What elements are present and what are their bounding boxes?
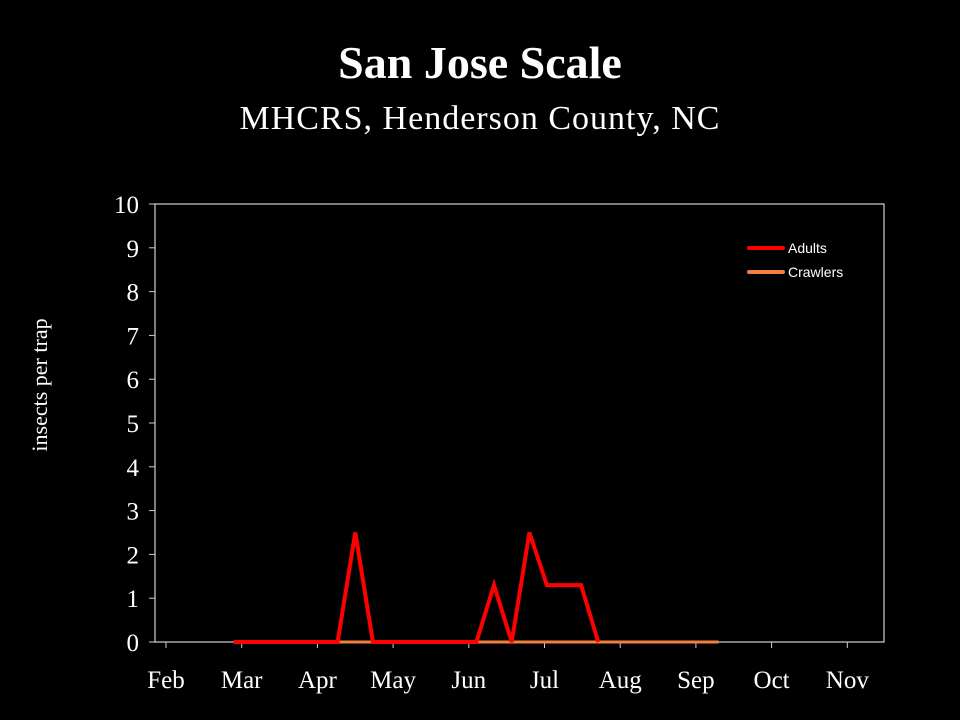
y-tick-label: 2 — [127, 542, 140, 569]
y-tick-label: 0 — [127, 630, 140, 657]
x-tick-label: Sep — [677, 667, 715, 694]
y-tick-label: 10 — [114, 192, 139, 219]
y-tick-label: 6 — [127, 367, 140, 394]
y-tick-label: 9 — [127, 236, 140, 263]
y-tick-label: 3 — [127, 499, 140, 526]
y-tick-label: 5 — [127, 411, 140, 438]
x-tick-label: Feb — [147, 667, 185, 694]
x-tick-label: Oct — [754, 667, 790, 694]
y-tick-label: 7 — [127, 323, 140, 350]
x-tick-label: Apr — [298, 667, 338, 694]
series-line-adults — [233, 531, 601, 644]
x-tick-label: Jun — [451, 667, 486, 694]
x-tick-label: May — [370, 667, 416, 694]
chart-title: San Jose Scale — [338, 37, 622, 88]
legend-label-adults: Adults — [788, 240, 827, 256]
plot-frame — [154, 203, 885, 643]
legend-label-crawlers: Crawlers — [788, 264, 843, 280]
x-tick-label: Aug — [599, 667, 643, 694]
y-tick-label: 4 — [127, 455, 140, 482]
chart-subtitle: MHCRS, Henderson County, NC — [239, 100, 721, 137]
x-tick-label: Mar — [221, 667, 263, 694]
y-tick-label: 1 — [127, 586, 140, 613]
x-tick-label: Jul — [530, 667, 559, 694]
y-tick-label: 8 — [127, 280, 140, 307]
x-tick-label: Nov — [826, 667, 870, 694]
